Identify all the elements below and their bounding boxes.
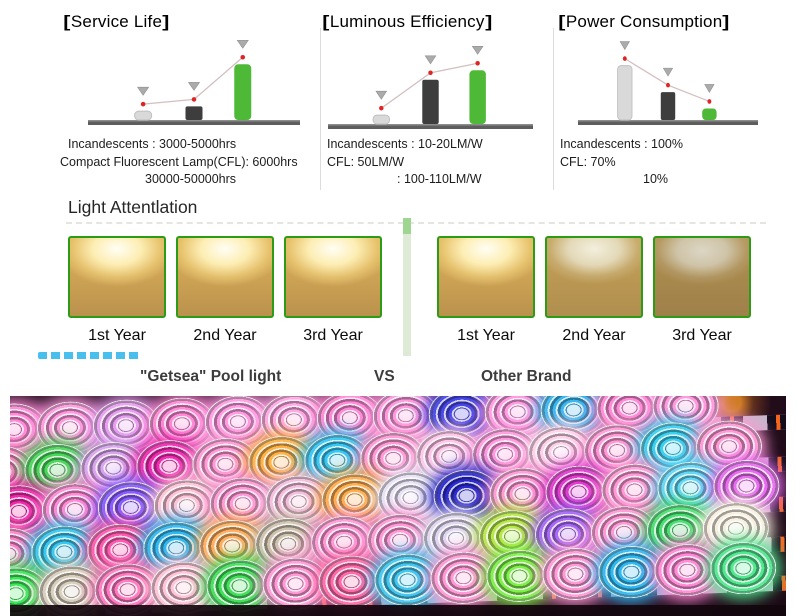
bar-chart-service-life: [88, 39, 300, 125]
chart-note-line: Incandescents : 100%: [560, 137, 683, 151]
chart-title-power-consumption: [Power Consumption]: [558, 12, 730, 32]
vs-label: VS: [374, 368, 395, 385]
chart-title-text: Service Life: [70, 12, 163, 31]
cjk-bracket-open-icon: [: [63, 12, 71, 31]
dashed-separator: [66, 222, 766, 224]
chart-notes-luminous-efficiency: Incandescents : 10-20LM/W CFL: 50LM/W : …: [327, 136, 483, 189]
photo-inner: [10, 396, 786, 616]
group-divider: [403, 218, 411, 356]
year-label: 2nd Year: [562, 327, 626, 344]
year-label: 3rd Year: [672, 327, 732, 344]
brand-compare-left: "Getsea" Pool light: [140, 368, 282, 385]
chart-note-line: : 100-110LM/W: [397, 172, 482, 186]
chart-title-luminous-efficiency: [Luminous Efficiency]: [322, 12, 492, 32]
chart-title-text: Power Consumption: [565, 12, 723, 31]
watermark-clipped-text: [38, 352, 142, 359]
chart-panel-power-consumption: [Power Consumption] Incandescents : 100%…: [553, 0, 796, 196]
attenuation-image-getsea-year3: [284, 236, 382, 318]
chart-title-text: Luminous Efficiency: [329, 12, 485, 31]
cjk-bracket-close-icon: ]: [484, 12, 493, 31]
year-label: 2nd Year: [193, 327, 257, 344]
chart-panel-service-life: [Service Life] Incandescents : 3000-5000…: [0, 0, 320, 196]
chart-note-line: CFL: 50LM/W: [327, 154, 405, 169]
chart-note-line: 10%: [643, 172, 669, 186]
panel-divider: [553, 28, 554, 190]
attenuation-image-other-year3: [653, 236, 751, 318]
year-label: 1st Year: [457, 327, 515, 344]
attenuation-image-other-year2: [545, 236, 643, 318]
brand-compare-right: Other Brand: [481, 368, 572, 385]
chart-note-line: 30000-50000hrs: [145, 172, 237, 186]
chart-panel-luminous-efficiency: [Luminous Efficiency] Incandescents : 10…: [320, 0, 553, 196]
chart-notes-power-consumption: Incandescents : 100% CFL: 70% 10%: [560, 136, 683, 189]
cjk-bracket-open-icon: [: [322, 12, 330, 31]
chart-note-line: Incandescents : 10-20LM/W: [327, 137, 483, 151]
attenuation-image-other-year1: [437, 236, 535, 318]
cjk-bracket-open-icon: [: [558, 12, 566, 31]
attenuation-image-getsea-year2: [176, 236, 274, 318]
panel-divider: [320, 28, 321, 190]
year-label: 1st Year: [88, 327, 146, 344]
attenuation-heading: Light Attentlation: [68, 197, 198, 217]
led-photo: [10, 396, 786, 616]
attenuation-image-getsea-year1: [68, 236, 166, 318]
bar-chart-luminous-efficiency: [328, 45, 533, 129]
chart-note-line: CFL: 70%: [560, 154, 616, 169]
chart-note-line: Incandescents : 3000-5000hrs: [68, 137, 237, 151]
chart-notes-service-life: Incandescents : 3000-5000hrs Compact Flu…: [60, 136, 298, 189]
year-label: 3rd Year: [303, 327, 363, 344]
chart-title-service-life: [Service Life]: [63, 12, 170, 32]
chart-note-line: Compact Fluorescent Lamp(CFL): 6000hrs: [60, 154, 298, 169]
cjk-bracket-close-icon: ]: [722, 12, 730, 31]
bar-chart-power-consumption: [578, 41, 758, 125]
cjk-bracket-close-icon: ]: [162, 12, 170, 31]
